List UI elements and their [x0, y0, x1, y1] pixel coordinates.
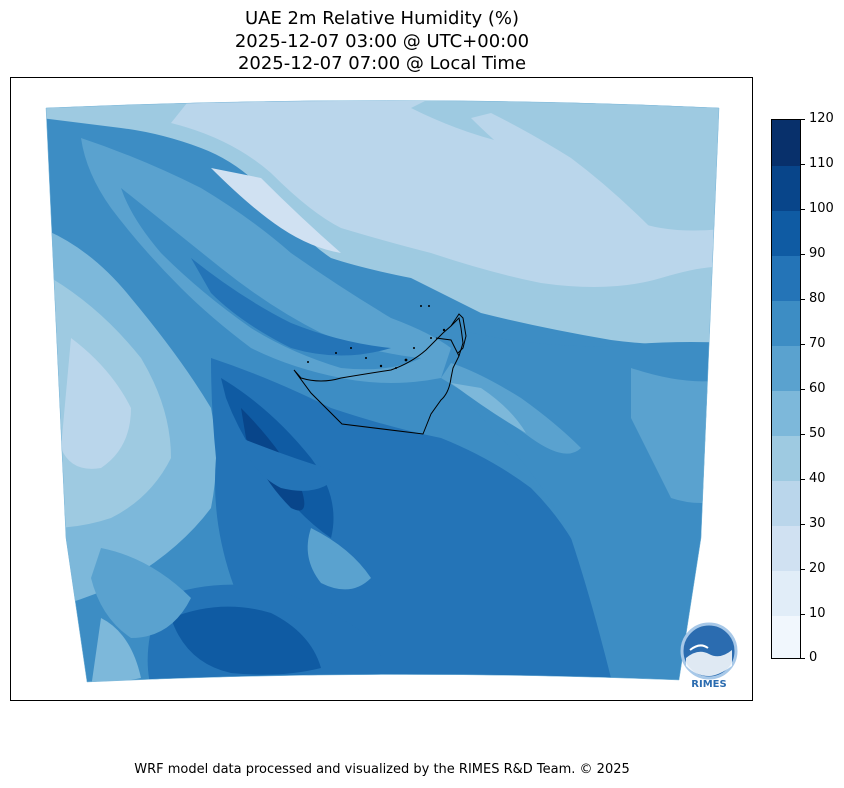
rimes-logo: RIMES: [680, 622, 738, 690]
colorbar-tick: 80: [801, 291, 841, 306]
colorbar-tick-mark: [801, 569, 805, 570]
colorbar-tick: 10: [801, 606, 841, 621]
uae-border: [293, 313, 467, 435]
colorbar-tick-label: 100: [809, 201, 834, 216]
colorbar-tick-label: 20: [809, 561, 826, 576]
coastline-islands: [307, 305, 446, 369]
colorbar-tick: 70: [801, 336, 841, 351]
local-timestamp: 2025-12-07 07:00 @ Local Time: [237, 53, 527, 74]
colorbar-tick-label: 120: [809, 111, 834, 126]
colorbar-tick: 30: [801, 516, 841, 531]
colorbar-segment: [772, 300, 800, 346]
colorbar-tick-mark: [801, 389, 805, 390]
colorbar-tick-mark: [801, 658, 805, 659]
colorbar-tick-mark: [801, 209, 805, 210]
colorbar-segment: [772, 390, 800, 436]
colorbar-tick-label: 90: [809, 246, 826, 261]
chart-title: UAE 2m Relative Humidity (%): [244, 8, 520, 29]
colorbar-ticks: 0 10 20 30 40 50 60 70 80 90 100 110 120: [801, 111, 841, 665]
colorbar-tick: 110: [801, 156, 841, 171]
colorbar-tick-mark: [801, 479, 805, 480]
colorbar-tick-label: 0: [809, 650, 818, 665]
colorbar-tick-mark: [801, 434, 805, 435]
colorbar-segment: [772, 480, 800, 526]
colorbar-tick-mark: [801, 344, 805, 345]
rimes-logo-text: RIMES: [691, 679, 726, 690]
colorbar-tick-label: 80: [809, 291, 826, 306]
colorbar-segment: [772, 120, 800, 166]
colorbar-tick: 90: [801, 246, 841, 261]
colorbar-segment: [772, 210, 800, 256]
map-frame: [10, 77, 753, 701]
colorbar-tick: 0: [801, 650, 841, 665]
colorbar-tick-label: 40: [809, 471, 826, 486]
colorbar: [771, 119, 801, 659]
colorbar-tick-label: 30: [809, 516, 826, 531]
colorbar-tick-mark: [801, 119, 805, 120]
colorbar-tick-label: 60: [809, 381, 826, 396]
colorbar-tick-label: 70: [809, 336, 826, 351]
colorbar-tick: 20: [801, 561, 841, 576]
colorbar-tick-mark: [801, 164, 805, 165]
colorbar-tick: 120: [801, 111, 841, 126]
humidity-field: [46, 100, 719, 682]
colorbar-tick-mark: [801, 614, 805, 615]
colorbar-segment: [772, 345, 800, 391]
utc-timestamp: 2025-12-07 03:00 @ UTC+00:00: [234, 31, 530, 52]
colorbar-tick: 40: [801, 471, 841, 486]
colorbar-segment: [772, 165, 800, 211]
colorbar-segment: [772, 255, 800, 301]
colorbar-segment: [772, 525, 800, 571]
colorbar-tick: 60: [801, 381, 841, 396]
colorbar-tick: 100: [801, 201, 841, 216]
colorbar-tick-mark: [801, 299, 805, 300]
colorbar-segment: [772, 615, 800, 658]
colorbar-tick-mark: [801, 254, 805, 255]
footer-credit: WRF model data processed and visualized …: [134, 762, 630, 777]
colorbar-tick-label: 110: [809, 156, 834, 171]
colorbar-segment: [772, 435, 800, 481]
colorbar-tick-mark: [801, 524, 805, 525]
colorbar-segment: [772, 570, 800, 616]
humidity-map: [45, 100, 720, 683]
colorbar-tick-label: 50: [809, 426, 826, 441]
colorbar-tick: 50: [801, 426, 841, 441]
colorbar-tick-label: 10: [809, 606, 826, 621]
